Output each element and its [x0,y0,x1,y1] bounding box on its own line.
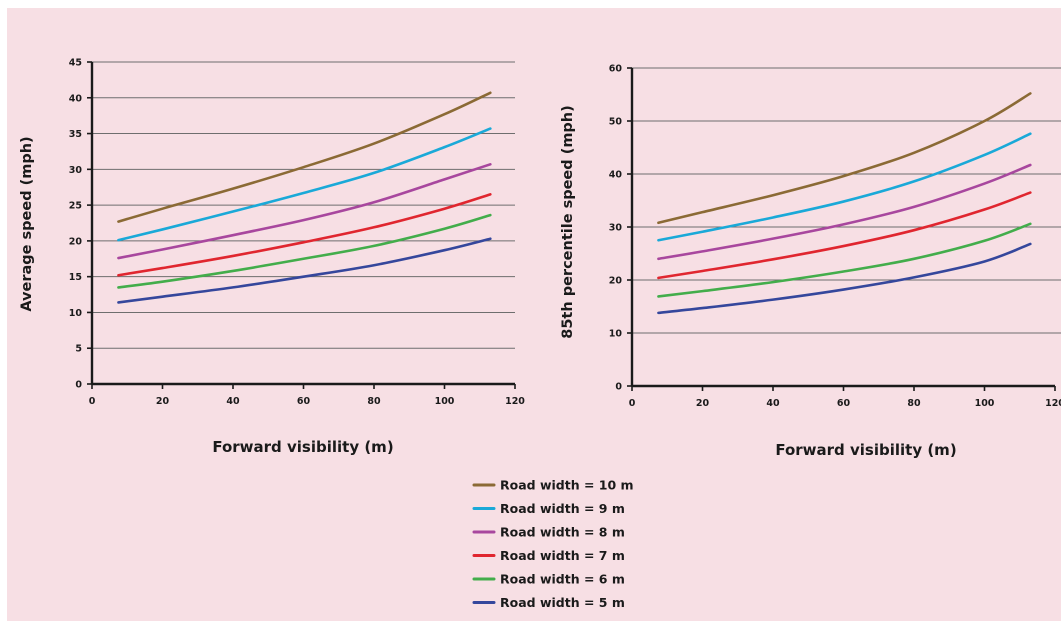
y-tick-label: 30 [609,223,623,234]
x-tick-label: 100 [975,398,995,409]
average-speed-chart: 0 5 10 15 20 25 30 35 40 45 0 20 40 60 80 100 120 Forwar… [19,58,525,457]
y-tick-label: 15 [69,272,82,283]
y-tick-label: 50 [609,117,623,128]
series-line [657,163,1032,261]
legend-label: Road width = 5 m [500,595,625,610]
x-tick-label: 40 [766,398,780,409]
series-lines [657,92,1032,315]
legend-label: Road width = 9 m [500,501,625,516]
y-tick-label: 45 [69,58,82,69]
x-tick-label: 0 [89,396,96,407]
y-tick-label: 60 [609,64,623,75]
legend-label: Road width = 10 m [500,478,634,493]
y-tick-label: 0 [615,382,622,393]
series-lines [117,91,492,304]
y-tick-label: 10 [609,329,623,340]
y-axis-label: Average speed (mph) [19,136,35,311]
legend-label: Road width = 7 m [500,548,625,563]
y-tick-label: 20 [609,276,623,287]
x-tick-label: 80 [907,398,921,409]
x-tick-label: 40 [226,396,240,407]
legend-entry: Road width = 7 m [472,548,625,563]
axes [87,61,516,389]
axes [627,67,1056,391]
tick-labels: 0 5 10 15 20 25 30 35 40 45 0 20 40 60 80 100 120 [69,58,526,408]
series-line [117,91,492,223]
x-tick-label: 60 [837,398,851,409]
series-line [657,191,1032,280]
series-line [117,127,492,242]
x-tick-label: 80 [367,396,381,407]
series-line [657,92,1032,225]
legend-entry: Road width = 10 m [472,478,634,493]
legend-label: Road width = 8 m [500,525,625,540]
tick-labels: 0 10 20 30 40 50 60 0 20 40 60 80 100 120 [609,64,1061,410]
x-tick-label: 20 [156,396,170,407]
x-tick-label: 100 [435,396,455,407]
series-line [657,132,1032,242]
series-line [657,222,1032,298]
y-axis-label: 85th percentile speed (mph) [560,105,576,339]
y-tick-label: 35 [69,129,82,140]
y-tick-label: 5 [75,344,82,355]
x-tick-label: 0 [629,398,636,409]
y-tick-label: 40 [69,93,83,104]
series-line [117,213,492,289]
y-tick-label: 40 [609,170,623,181]
y-tick-label: 25 [69,201,82,212]
x-axis-label: Forward visibility (m) [775,441,956,459]
series-line [117,237,492,304]
x-tick-label: 120 [1045,398,1061,409]
legend-entry: Road width = 8 m [472,525,625,540]
85th-percentile-speed-chart: 0 10 20 30 40 50 60 0 20 40 60 80 100 120 Forward vis… [560,64,1061,459]
series-line [117,193,492,277]
x-axis-label: Forward visibility (m) [212,438,393,456]
series-line [657,242,1032,315]
y-tick-label: 20 [69,236,83,247]
figure-panel [7,8,1061,621]
legend-entry: Road width = 5 m [472,595,625,610]
legend-label: Road width = 6 m [500,572,625,587]
legend: Road width = 10 m Road width = 9 m Road wi… [472,478,634,610]
grid-lines [92,61,515,349]
x-tick-label: 120 [505,396,525,407]
legend-entry: Road width = 6 m [472,572,625,587]
y-tick-label: 30 [69,165,83,176]
legend-entry: Road width = 9 m [472,501,625,516]
y-tick-label: 0 [75,380,82,391]
series-line [117,163,492,260]
x-tick-label: 20 [696,398,710,409]
grid-lines [632,67,1061,334]
x-tick-label: 60 [297,396,311,407]
y-tick-label: 10 [69,308,83,319]
